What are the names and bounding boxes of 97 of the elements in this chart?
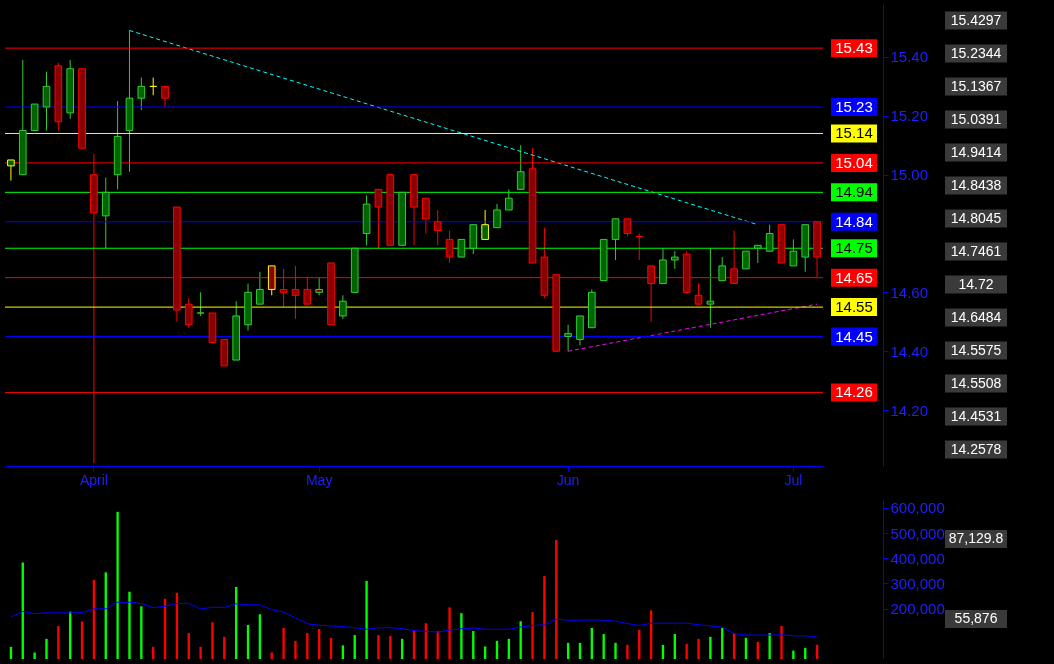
candlestick <box>374 188 383 249</box>
bar <box>602 634 605 659</box>
y-tick-label: 15.00 <box>890 166 929 184</box>
bar <box>45 638 48 659</box>
ref-line-label: 14.94 <box>835 183 873 201</box>
candlestick <box>564 324 572 352</box>
y-tick-label: 200,000 <box>890 600 945 618</box>
bar <box>377 635 380 659</box>
candlestick <box>706 247 715 329</box>
candlestick <box>611 218 620 261</box>
candlestick <box>196 291 205 317</box>
bar <box>365 580 368 659</box>
bar <box>140 606 143 659</box>
candlestick <box>256 271 264 305</box>
text: 14.6484 <box>950 308 1002 325</box>
x-tick-label: May <box>305 471 333 488</box>
ref-line-label: 14.65 <box>835 268 873 286</box>
x-tick-label: Jul <box>784 471 803 488</box>
bar <box>128 591 131 659</box>
ref-line-label: 14.75 <box>835 239 873 257</box>
text: 14.4531 <box>950 407 1002 424</box>
y-tick-label: 400,000 <box>890 549 945 567</box>
text: 14.2578 <box>950 440 1002 457</box>
text: 14.8045 <box>950 209 1002 226</box>
candlestick <box>576 315 584 346</box>
text: 14.72 <box>958 275 994 292</box>
bar <box>543 576 546 659</box>
ref-line-label: 14.55 <box>835 298 873 316</box>
text: 15.4297 <box>950 11 1002 28</box>
text: 55,876 <box>954 610 998 626</box>
text: 87,129.8 <box>948 530 1004 546</box>
candlestick <box>718 256 727 282</box>
bar <box>33 652 36 659</box>
ref-line-label: 14.45 <box>835 327 873 345</box>
bar <box>614 642 617 659</box>
candlestick <box>505 188 513 211</box>
line-series <box>10 601 818 638</box>
y-tick-label: 500,000 <box>890 524 945 542</box>
y-tick-label: 300,000 <box>890 574 945 592</box>
candlestick <box>267 265 276 296</box>
bar <box>780 625 783 659</box>
candlestick <box>422 197 430 235</box>
candlestick <box>137 77 146 111</box>
ref-line-label: 15.04 <box>835 153 873 171</box>
bar <box>199 646 202 659</box>
y-tick-label: 14.40 <box>890 342 929 360</box>
candlestick <box>339 294 347 320</box>
bar <box>697 638 700 659</box>
text: 14.5508 <box>950 374 1002 391</box>
candlestick <box>184 297 193 329</box>
text: 14.8438 <box>950 176 1002 193</box>
candlestick <box>101 177 110 249</box>
bar <box>709 636 712 659</box>
candlestick <box>789 238 798 267</box>
y-tick-label: 600,000 <box>890 499 945 517</box>
ref-line-label: 15.43 <box>835 39 873 57</box>
y-tick-label: 14.60 <box>890 283 929 301</box>
bar <box>448 607 451 659</box>
bar <box>768 633 771 659</box>
candlestick <box>161 85 169 108</box>
candlestick <box>694 283 703 305</box>
candlestick <box>493 203 501 229</box>
bar <box>282 628 285 659</box>
candlestick <box>42 71 51 132</box>
candlestick <box>433 209 442 246</box>
ref-line-label: 14.26 <box>835 383 873 401</box>
bar <box>626 644 629 659</box>
candlestick <box>445 230 454 264</box>
candlestick <box>765 224 774 252</box>
text: 14.7461 <box>950 242 1002 259</box>
ref-line-label: 15.14 <box>835 124 873 142</box>
ref-line-label: 15.23 <box>835 97 873 115</box>
candlestick <box>516 144 525 190</box>
bar <box>211 622 214 659</box>
y-tick-label: 14.20 <box>890 401 929 419</box>
ref-line-label: 14.84 <box>835 212 873 230</box>
bar <box>294 640 297 659</box>
text: 14.5575 <box>950 341 1002 358</box>
y-tick-label: 15.20 <box>890 107 929 125</box>
x-tick-label: April <box>79 471 108 488</box>
bar <box>223 636 226 659</box>
bar <box>792 650 795 659</box>
bar <box>460 613 463 659</box>
y-tick-label: 15.40 <box>890 48 929 66</box>
candlestick <box>481 209 489 240</box>
bar <box>531 612 534 659</box>
text: 15.2344 <box>950 44 1002 61</box>
text: 14.9414 <box>950 143 1002 160</box>
candlestick <box>7 159 15 182</box>
bar <box>57 625 60 659</box>
bar <box>116 511 119 659</box>
candlestick <box>469 224 478 255</box>
text: 15.1367 <box>950 77 1002 94</box>
x-tick-label: Jun <box>556 471 580 488</box>
candlestick <box>659 247 667 285</box>
bar <box>685 643 688 659</box>
text: 15.0391 <box>950 110 1002 127</box>
